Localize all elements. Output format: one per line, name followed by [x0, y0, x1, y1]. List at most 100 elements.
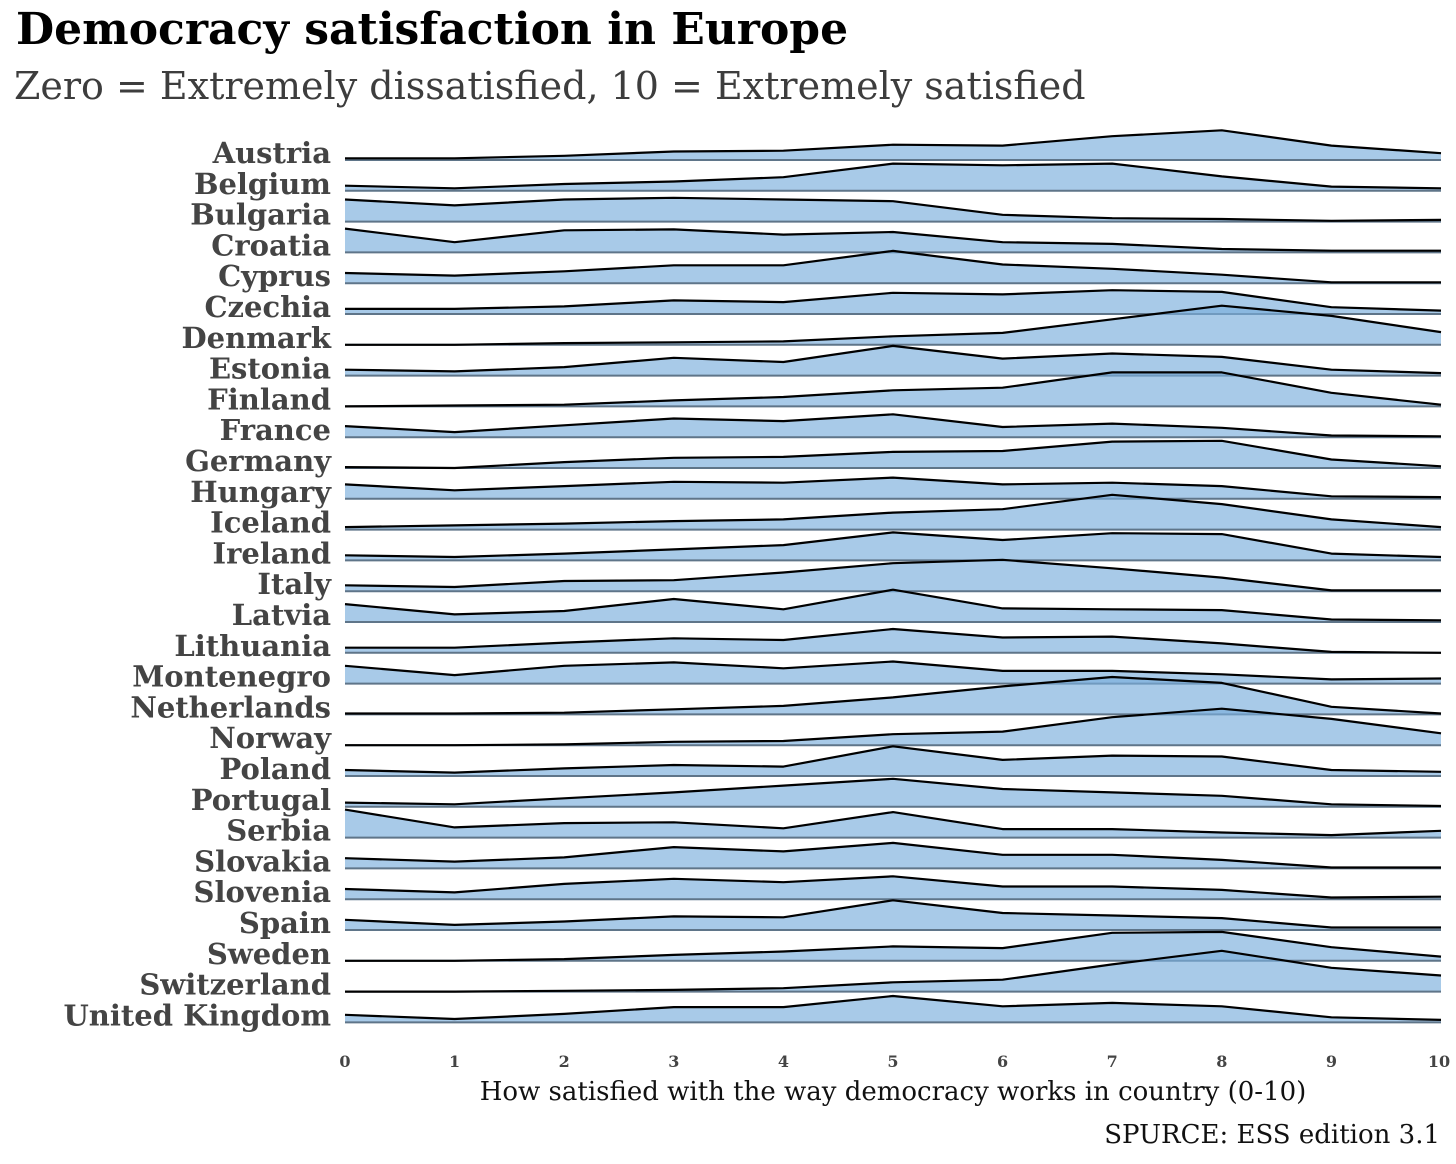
- ridge-line-spain: [344, 899, 1441, 929]
- ridge-line-iceland: [344, 493, 1442, 529]
- ridge-iceland: [344, 493, 1442, 531]
- country-label-iceland: Iceland: [210, 506, 331, 540]
- chart-subtitle: Zero = Extremely dissatisfied, 10 = Extr…: [14, 64, 1086, 108]
- ridge-line-latvia: [344, 588, 1442, 622]
- ridge-area-serbia: [345, 809, 1441, 838]
- ridge-area-italy: [345, 559, 1441, 592]
- ridge-denmark: [345, 304, 1442, 346]
- x-tick-label: 5: [887, 1052, 898, 1071]
- ridge-germany: [344, 439, 1442, 470]
- ridge-area-poland: [345, 746, 1441, 776]
- country-label-ireland: Ireland: [213, 536, 331, 570]
- country-label-united-kingdom: United Kingdom: [64, 998, 332, 1032]
- x-axis-title: How satisfied with the way democracy wor…: [480, 1077, 1307, 1107]
- country-label-croatia: Croatia: [211, 228, 331, 262]
- ridge-area-denmark: [345, 305, 1441, 345]
- x-tick-label: 7: [1107, 1052, 1118, 1071]
- country-label-switzerland: Switzerland: [139, 968, 331, 1002]
- country-label-slovakia: Slovakia: [194, 844, 331, 878]
- ridge-area-slovakia: [345, 842, 1441, 869]
- ridge-area-norway: [345, 708, 1441, 746]
- ridge-finland: [344, 371, 1442, 408]
- ridge-area-switzerland: [345, 950, 1441, 992]
- x-tick-label: 6: [997, 1052, 1008, 1071]
- ridge-line-france: [344, 413, 1442, 438]
- ridge-area-spain: [345, 900, 1441, 930]
- country-label-norway: Norway: [209, 721, 332, 755]
- country-label-lithuania: Lithuania: [174, 629, 331, 663]
- x-tick-label: 3: [668, 1052, 679, 1071]
- country-label-france: France: [220, 413, 331, 447]
- country-label-austria: Austria: [212, 136, 332, 170]
- ridge-area-portugal: [345, 778, 1441, 807]
- country-label-serbia: Serbia: [226, 814, 331, 848]
- ridge-croatia: [344, 227, 1441, 254]
- country-label-spain: Spain: [239, 906, 331, 940]
- ridge-area-cyprus: [345, 250, 1441, 284]
- country-label-estonia: Estonia: [209, 352, 331, 386]
- ridge-area-czechia: [345, 290, 1441, 314]
- x-tick-label: 10: [1428, 1052, 1450, 1071]
- ridge-lithuania: [345, 627, 1442, 654]
- ridge-line-slovenia: [344, 875, 1442, 899]
- x-tick-label: 1: [449, 1052, 460, 1071]
- ridge-sweden: [345, 930, 1442, 962]
- country-label-hungary: Hungary: [190, 475, 332, 509]
- ridge-ireland: [344, 531, 1442, 562]
- ridge-line-germany: [344, 439, 1442, 470]
- country-label-latvia: Latvia: [232, 598, 331, 632]
- ridge-line-cyprus: [344, 249, 1441, 284]
- ridge-area-lithuania: [345, 629, 1441, 653]
- ridge-area-netherlands: [345, 677, 1441, 715]
- ridge-portugal: [344, 777, 1442, 808]
- ridge-latvia: [344, 588, 1442, 623]
- country-label-poland: Poland: [219, 752, 331, 786]
- ridge-line-ireland: [344, 531, 1442, 559]
- ridge-line-serbia: [344, 808, 1442, 837]
- ridge-montenegro: [344, 660, 1442, 685]
- ridge-area-sweden: [345, 931, 1441, 961]
- x-tick-label: 2: [559, 1052, 570, 1071]
- ridge-area-estonia: [345, 345, 1441, 376]
- ridge-area-finland: [345, 372, 1441, 407]
- ridge-line-switzerland: [345, 949, 1442, 993]
- ridge-austria: [345, 129, 1442, 161]
- country-label-montenegro: Montenegro: [132, 660, 331, 694]
- ridge-line-hungary: [344, 476, 1442, 499]
- country-label-germany: Germany: [185, 444, 332, 478]
- ridge-line-slovakia: [344, 841, 1441, 869]
- ridge-line-austria: [345, 129, 1442, 160]
- ridge-line-estonia: [344, 344, 1442, 375]
- country-label-cyprus: Cyprus: [218, 259, 331, 293]
- ridge-switzerland: [345, 949, 1442, 993]
- country-label-denmark: Denmark: [181, 321, 331, 355]
- ridge-spain: [344, 899, 1441, 931]
- ridge-hungary: [344, 476, 1442, 500]
- ridge-estonia: [344, 344, 1442, 377]
- ridge-area-ireland: [345, 532, 1441, 561]
- country-label-finland: Finland: [207, 382, 331, 416]
- ridge-line-bulgaria: [344, 196, 1442, 222]
- ridge-line-denmark: [345, 304, 1442, 346]
- x-axis-ticks: 0 1 2 3 4 5 6 7 8 9 10: [339, 1052, 1450, 1071]
- ridge-bulgaria: [344, 196, 1442, 223]
- ridge-united-kingdom: [344, 994, 1442, 1024]
- ridge-line-poland: [344, 745, 1442, 774]
- ridge-area-germany: [345, 440, 1441, 468]
- ridge-france: [344, 413, 1442, 439]
- country-label-sweden: Sweden: [207, 937, 331, 971]
- x-tick-label: 9: [1326, 1052, 1337, 1071]
- country-label-layer: AustriaBelgiumBulgariaCroatiaCyprusCzech…: [64, 136, 333, 1032]
- ridge-line-netherlands: [345, 675, 1442, 715]
- ridge-line-croatia: [344, 227, 1441, 252]
- ridge-serbia: [344, 808, 1442, 839]
- ridge-area-united-kingdom: [345, 996, 1441, 1023]
- ridge-norway: [345, 707, 1442, 747]
- ridge-area-france: [345, 414, 1441, 438]
- ridge-belgium: [344, 162, 1442, 192]
- ridge-line-portugal: [344, 777, 1442, 808]
- ridge-czechia: [345, 289, 1442, 315]
- country-label-netherlands: Netherlands: [130, 690, 331, 724]
- x-tick-label: 4: [778, 1052, 789, 1071]
